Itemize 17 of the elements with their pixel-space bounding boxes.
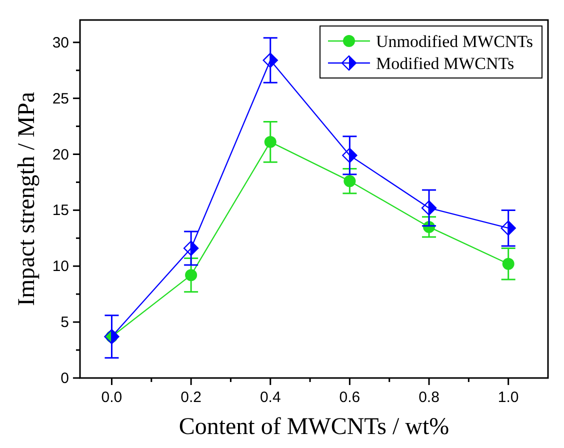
y-tick-label: 10 — [52, 258, 69, 276]
x-tick-label: 0.8 — [418, 389, 440, 406]
x-axis-title: Content of MWCNTs / wt% — [178, 414, 450, 440]
y-tick-label: 5 — [60, 314, 69, 332]
y-axis-title: Impact strength / MPa — [14, 92, 40, 306]
y-tick-label: 15 — [52, 202, 69, 220]
y-tick-label: 0 — [60, 370, 69, 387]
y-tick-label: 20 — [52, 146, 69, 164]
legend-label: Unmodified MWCNTs — [376, 32, 533, 51]
x-tick-label: 0.4 — [260, 389, 281, 406]
x-tick-label: 0.6 — [339, 389, 360, 406]
x-tick-label: 0.0 — [101, 389, 122, 406]
x-tick-label: 0.2 — [180, 389, 202, 406]
y-tick-label: 30 — [52, 34, 69, 52]
legend-label: Modified MWCNTs — [376, 54, 514, 73]
x-tick-label: 1.0 — [498, 389, 519, 406]
y-tick-label: 25 — [52, 90, 69, 108]
